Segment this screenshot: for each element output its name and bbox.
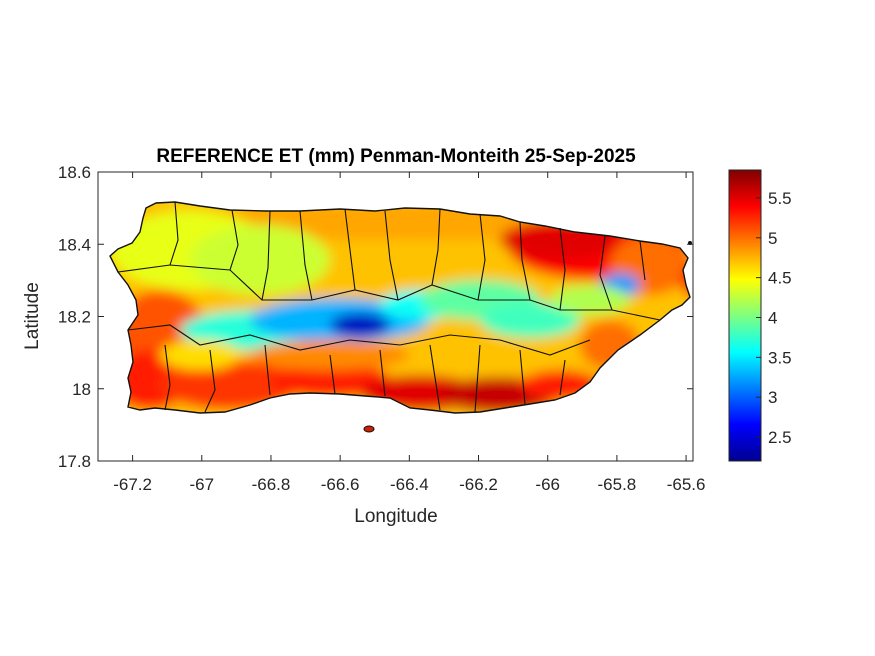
colorbar-ticks: 5.5 5 4.5 4 3.5 3 2.5 <box>756 189 792 447</box>
x-tick-label: -66.2 <box>459 475 498 494</box>
colorbar-tick-label: 3.5 <box>768 348 792 367</box>
y-axis: 18.6 18.4 18.2 18 17.8 <box>58 163 693 471</box>
colorbar-tick-label: 5 <box>768 229 777 248</box>
chart-title: REFERENCE ET (mm) Penman-Monteith 25-Sep… <box>156 146 636 167</box>
x-tick-label: -66.4 <box>390 475 429 494</box>
colorbar-tick-label: 5.5 <box>768 189 792 208</box>
x-tick-label: -66 <box>535 475 560 494</box>
municipality-boundaries <box>117 201 661 413</box>
x-axis: -67.2 -67 -66.8 -66.6 -66.4 -66.2 -66 -65.8 -65.… <box>113 172 705 494</box>
y-axis-label: Latitude <box>22 282 43 350</box>
y-tick-label: 17.8 <box>58 452 91 471</box>
colorbar-tick-label: 3 <box>768 388 777 407</box>
y-tick-label: 18 <box>72 380 91 399</box>
x-tick-label: -65.8 <box>598 475 637 494</box>
x-tick-label: -66.6 <box>321 475 360 494</box>
colorbar-tick-label: 2.5 <box>768 428 792 447</box>
x-axis-label: Longitude <box>354 506 437 527</box>
x-tick-label: -65.6 <box>667 475 706 494</box>
x-tick-label: -67.2 <box>113 475 152 494</box>
colorbar <box>728 169 762 462</box>
y-tick-label: 18.6 <box>58 163 91 182</box>
y-tick-label: 18.2 <box>58 308 91 327</box>
colorbar-tick-label: 4 <box>768 308 777 327</box>
x-tick-label: -66.8 <box>252 475 291 494</box>
colorbar-tick-label: 4.5 <box>768 269 792 288</box>
y-tick-label: 18.4 <box>58 235 91 254</box>
et-heatmap <box>110 202 690 413</box>
x-tick-label: -67 <box>189 475 214 494</box>
